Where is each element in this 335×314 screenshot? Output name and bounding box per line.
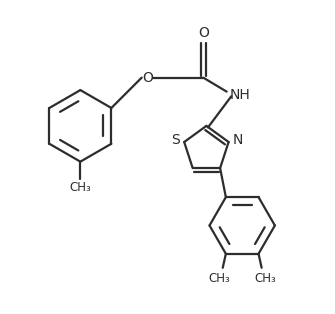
Text: CH₃: CH₃ [209, 273, 230, 285]
Text: CH₃: CH₃ [69, 181, 91, 194]
Text: CH₃: CH₃ [254, 273, 276, 285]
Text: O: O [142, 71, 153, 85]
Text: O: O [198, 26, 209, 40]
Text: N: N [232, 133, 243, 148]
Text: NH: NH [230, 88, 251, 102]
Text: S: S [171, 133, 180, 148]
